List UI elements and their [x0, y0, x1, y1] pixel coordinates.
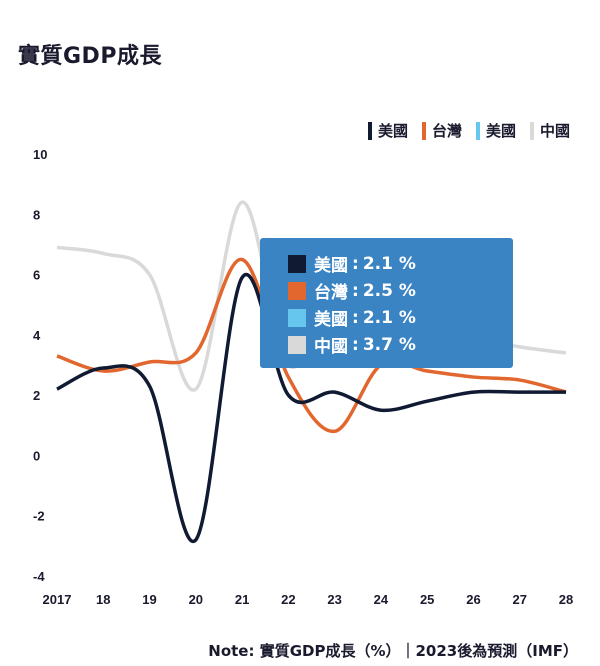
- tooltip-row: 台灣 : 2.5 %: [288, 277, 513, 304]
- legend-swatch: [529, 121, 534, 140]
- legend-item-china[interactable]: 中國: [529, 120, 570, 141]
- x-tick-label: 21: [235, 592, 249, 607]
- legend-label: 美國: [377, 122, 408, 140]
- chart-note: Note: 實質GDP成長（%）｜2023後為預測（IMF）: [208, 642, 578, 660]
- y-tick-label: 10: [33, 147, 47, 162]
- tooltip-value: 3.7 %: [362, 334, 416, 355]
- tooltip-swatch: [288, 335, 306, 354]
- x-tick-label: 18: [96, 592, 110, 607]
- legend-label: 美國: [485, 122, 516, 140]
- x-tick-label: 20: [189, 592, 203, 607]
- y-tick-label: -4: [33, 569, 45, 584]
- x-tick-label: 22: [281, 592, 295, 607]
- y-axis-ticks: -4 -2 0 2 4 6 8 10: [33, 147, 47, 584]
- x-tick-label: 28: [559, 592, 573, 607]
- legend-swatch: [475, 121, 480, 140]
- series-line[interactable]: [56, 257, 567, 434]
- x-tick-label: 26: [466, 592, 480, 607]
- legend-item-taiwan[interactable]: 台灣: [421, 120, 462, 141]
- tooltip-swatch: [288, 254, 306, 273]
- y-tick-label: 6: [33, 268, 40, 283]
- legend-swatch: [421, 121, 426, 140]
- y-tick-label: -2: [33, 509, 45, 524]
- legend-label: 台灣: [431, 122, 462, 140]
- legend-swatch: [367, 121, 372, 140]
- legend-item-us-1[interactable]: 美國: [367, 120, 408, 141]
- tooltip-swatch: [288, 308, 306, 327]
- x-axis-ticks: 2017 18 19 20 21 22 23 24 25 26 27 28: [43, 592, 574, 607]
- x-tick-label: 25: [420, 592, 434, 607]
- x-tick-label: 24: [374, 592, 389, 607]
- tooltip-value: 2.1 %: [362, 307, 416, 328]
- chart-legend: 美國 台灣 美國 中國: [367, 120, 570, 141]
- legend-item-us-2[interactable]: 美國: [475, 120, 516, 141]
- tooltip-label: 台灣: [314, 283, 348, 303]
- tooltip-row: 美國 : 2.1 %: [288, 304, 513, 331]
- y-tick-label: 2: [33, 388, 40, 403]
- tooltip-value: 2.5 %: [362, 280, 416, 301]
- tooltip-swatch: [288, 281, 306, 300]
- chart-title: 實質GDP成長: [18, 44, 162, 69]
- legend-label: 中國: [539, 122, 570, 140]
- y-tick-label: 8: [33, 207, 40, 222]
- x-tick-label: 19: [142, 592, 156, 607]
- tooltip-value: 2.1 %: [362, 253, 416, 274]
- x-tick-label: 23: [327, 592, 341, 607]
- y-tick-label: 4: [33, 328, 41, 343]
- tooltip-label: 美國: [314, 310, 348, 330]
- x-tick-label: 2017: [43, 592, 72, 607]
- tooltip-label: 美國: [314, 256, 348, 276]
- tooltip-row: 美國 : 2.1 %: [288, 250, 513, 277]
- x-tick-label: 27: [512, 592, 526, 607]
- y-tick-label: 0: [33, 448, 40, 463]
- tooltip-row: 中國 : 3.7 %: [288, 331, 513, 358]
- tooltip-label: 中國: [314, 337, 348, 357]
- data-tooltip: 美國 : 2.1 % 台灣 : 2.5 % 美國 : 2.1 % 中國 : 3.…: [260, 238, 513, 368]
